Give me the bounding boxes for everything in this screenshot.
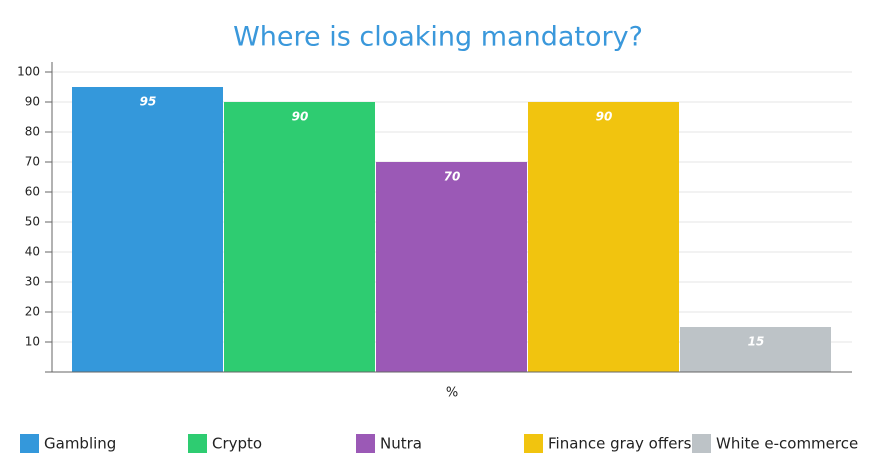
y-tick-label: 50 [25, 215, 40, 229]
legend-swatch [356, 434, 375, 453]
legend-label: White e-commerce [716, 435, 858, 453]
value-label: 90 [292, 110, 309, 124]
y-tick-label: 80 [25, 125, 40, 139]
chart-title: Where is cloaking mandatory? [233, 22, 643, 53]
value-label: 90 [596, 110, 613, 124]
bar [224, 102, 375, 372]
y-tick-label: 90 [25, 95, 40, 109]
x-tick-label: % [446, 386, 458, 401]
legend-swatch [188, 434, 207, 453]
legend-label: Finance gray offers [548, 435, 692, 453]
legend-label: Nutra [380, 435, 422, 453]
legend-swatch [20, 434, 39, 453]
bar [376, 162, 527, 372]
bar [680, 327, 831, 372]
y-tick-label: 20 [25, 305, 40, 319]
legend-label: Crypto [212, 435, 262, 453]
value-label: 15 [748, 335, 765, 349]
legend-label: Gambling [44, 435, 116, 453]
y-tick-label: 40 [25, 245, 40, 259]
bar [72, 87, 223, 372]
legend-swatch [692, 434, 711, 453]
y-tick-label: 60 [25, 185, 40, 199]
value-label: 70 [444, 170, 461, 184]
legend-swatch [524, 434, 543, 453]
y-tick-label: 100 [17, 65, 40, 79]
bar [528, 102, 679, 372]
y-tick-label: 10 [25, 335, 40, 349]
y-tick-label: 30 [25, 275, 40, 289]
value-label: 95 [140, 95, 157, 109]
y-tick-label: 70 [25, 155, 40, 169]
